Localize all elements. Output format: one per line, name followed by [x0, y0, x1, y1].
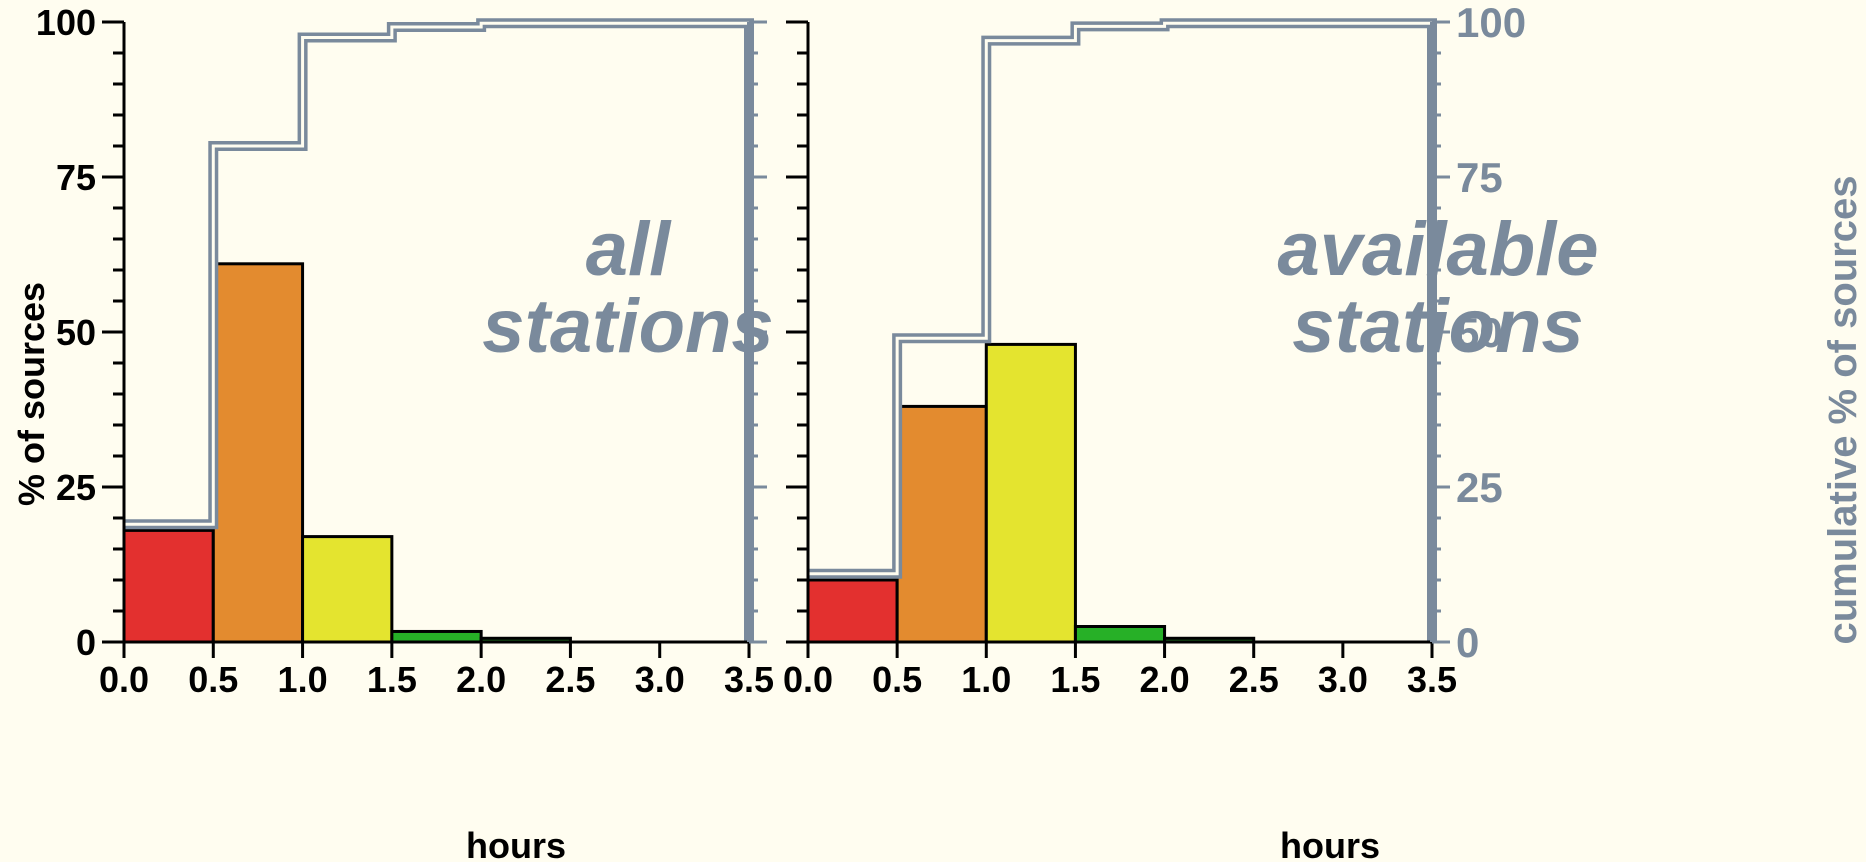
x-tick-label: 3.5 [1407, 659, 1457, 700]
x-tick-label: 2.0 [456, 659, 506, 700]
x-tick-label: 3.0 [1318, 659, 1368, 700]
histogram-bar [390, 629, 483, 644]
x-tick-label: 3.0 [635, 659, 685, 700]
y-tick-label: 25 [56, 467, 96, 508]
x-tick-label: 3.5 [724, 659, 774, 700]
x-tick-label: 1.5 [1050, 659, 1100, 700]
x-tick-label: 2.5 [545, 659, 595, 700]
histogram-bar [301, 535, 394, 644]
cumulative-line-inner [124, 21, 751, 642]
y2-tick-label: 0 [1456, 619, 1479, 666]
panel-label-line-1: all [586, 207, 672, 292]
cumulative-line-inner [808, 21, 1434, 642]
y-tick-label: 100 [36, 2, 96, 43]
x-tick-label: 1.5 [367, 659, 417, 700]
x-tick-label: 2.0 [1140, 659, 1190, 700]
y-tick-label: 0 [76, 622, 96, 663]
panel-available-stations: 0.0 0.5 1.0 1.5 2.0 2.5 3.0 3.50 25 50 75 100 [783, 0, 1526, 700]
x-tick-label: 0.0 [783, 659, 833, 700]
y2-tick-label: 50 [1456, 309, 1503, 356]
y-tick-label: 75 [56, 157, 96, 198]
histogram-bar [211, 262, 305, 644]
x-tick-label: 0.5 [188, 659, 238, 700]
x-tick-label: 2.5 [1229, 659, 1279, 700]
x-axis-title: hours [466, 825, 566, 862]
x-tick-label: 1.0 [278, 659, 328, 700]
histogram-bar [806, 578, 899, 644]
y2-tick-label: 25 [1456, 464, 1503, 511]
histogram-bar [984, 342, 1077, 644]
y-tick-label: 50 [56, 312, 96, 353]
histogram-bar [1073, 625, 1167, 644]
histogram-bar [895, 404, 988, 644]
panel-label-line-2: stations [482, 284, 773, 369]
x-axis-title: hours [1280, 825, 1380, 862]
panel-label-line-1: available [1277, 207, 1598, 292]
y2-axis-title: cumulative % of sources [1821, 175, 1865, 644]
x-tick-label: 0.0 [99, 659, 149, 700]
x-tick-label: 0.5 [872, 659, 922, 700]
x-tick-label: 1.0 [961, 659, 1011, 700]
histogram-bar [122, 528, 215, 644]
y2-tick-label: 75 [1456, 154, 1503, 201]
panel-all-stations: 0.0 0.5 1.0 1.5 2.0 2.5 3.0 3.5 0 25 50 75 100 [36, 2, 774, 700]
y-axis-title: % of sources [11, 282, 52, 506]
panel-label-line-2: stations [1292, 284, 1583, 369]
y2-tick-label: 100 [1456, 0, 1526, 46]
